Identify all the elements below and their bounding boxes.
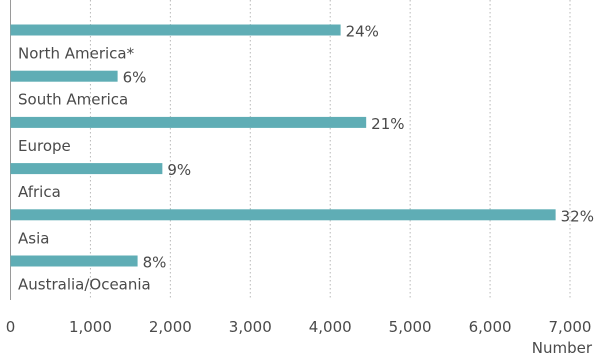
category-label-1: South America <box>18 91 128 109</box>
bar-0 <box>10 24 341 36</box>
x-tick-label-2000: 2,000 <box>149 318 192 336</box>
bar-3 <box>10 163 163 175</box>
x-tick-label-6000: 6,000 <box>469 318 512 336</box>
x-tick-label-5000: 5,000 <box>389 318 432 336</box>
bar-2 <box>10 116 367 128</box>
bar-1 <box>10 70 118 82</box>
x-tick-label-0: 0 <box>6 318 16 336</box>
category-label-2: Europe <box>18 137 71 155</box>
bar-5 <box>10 255 138 267</box>
bar-4 <box>10 209 556 221</box>
x-axis-ticks: 0 1,000 2,000 3,000 4,000 5,000 6,000 7,000 <box>6 318 592 336</box>
bar-percent-label-3: 9% <box>167 161 191 179</box>
bar-percent-label-5: 8% <box>143 254 167 272</box>
category-label-5: Australia/Oceania <box>18 276 151 294</box>
x-tick-label-7000: 7,000 <box>549 318 592 336</box>
x-tick-label-3000: 3,000 <box>229 318 272 336</box>
x-tick-label-4000: 4,000 <box>309 318 352 336</box>
category-label-3: Africa <box>18 183 61 201</box>
category-label-0: North America* <box>18 45 135 63</box>
bar-percent-label-0: 24% <box>346 23 379 41</box>
bar-percent-label-1: 6% <box>123 69 147 87</box>
bar-percent-label-2: 21% <box>371 115 404 133</box>
bars: 24% North America* 6% South America 21% Europ… <box>10 23 594 294</box>
x-axis-label: Number <box>532 339 593 357</box>
bar-percent-label-4: 32% <box>561 207 594 225</box>
x-tick-label-1000: 1,000 <box>69 318 112 336</box>
category-label-4: Asia <box>18 229 49 247</box>
